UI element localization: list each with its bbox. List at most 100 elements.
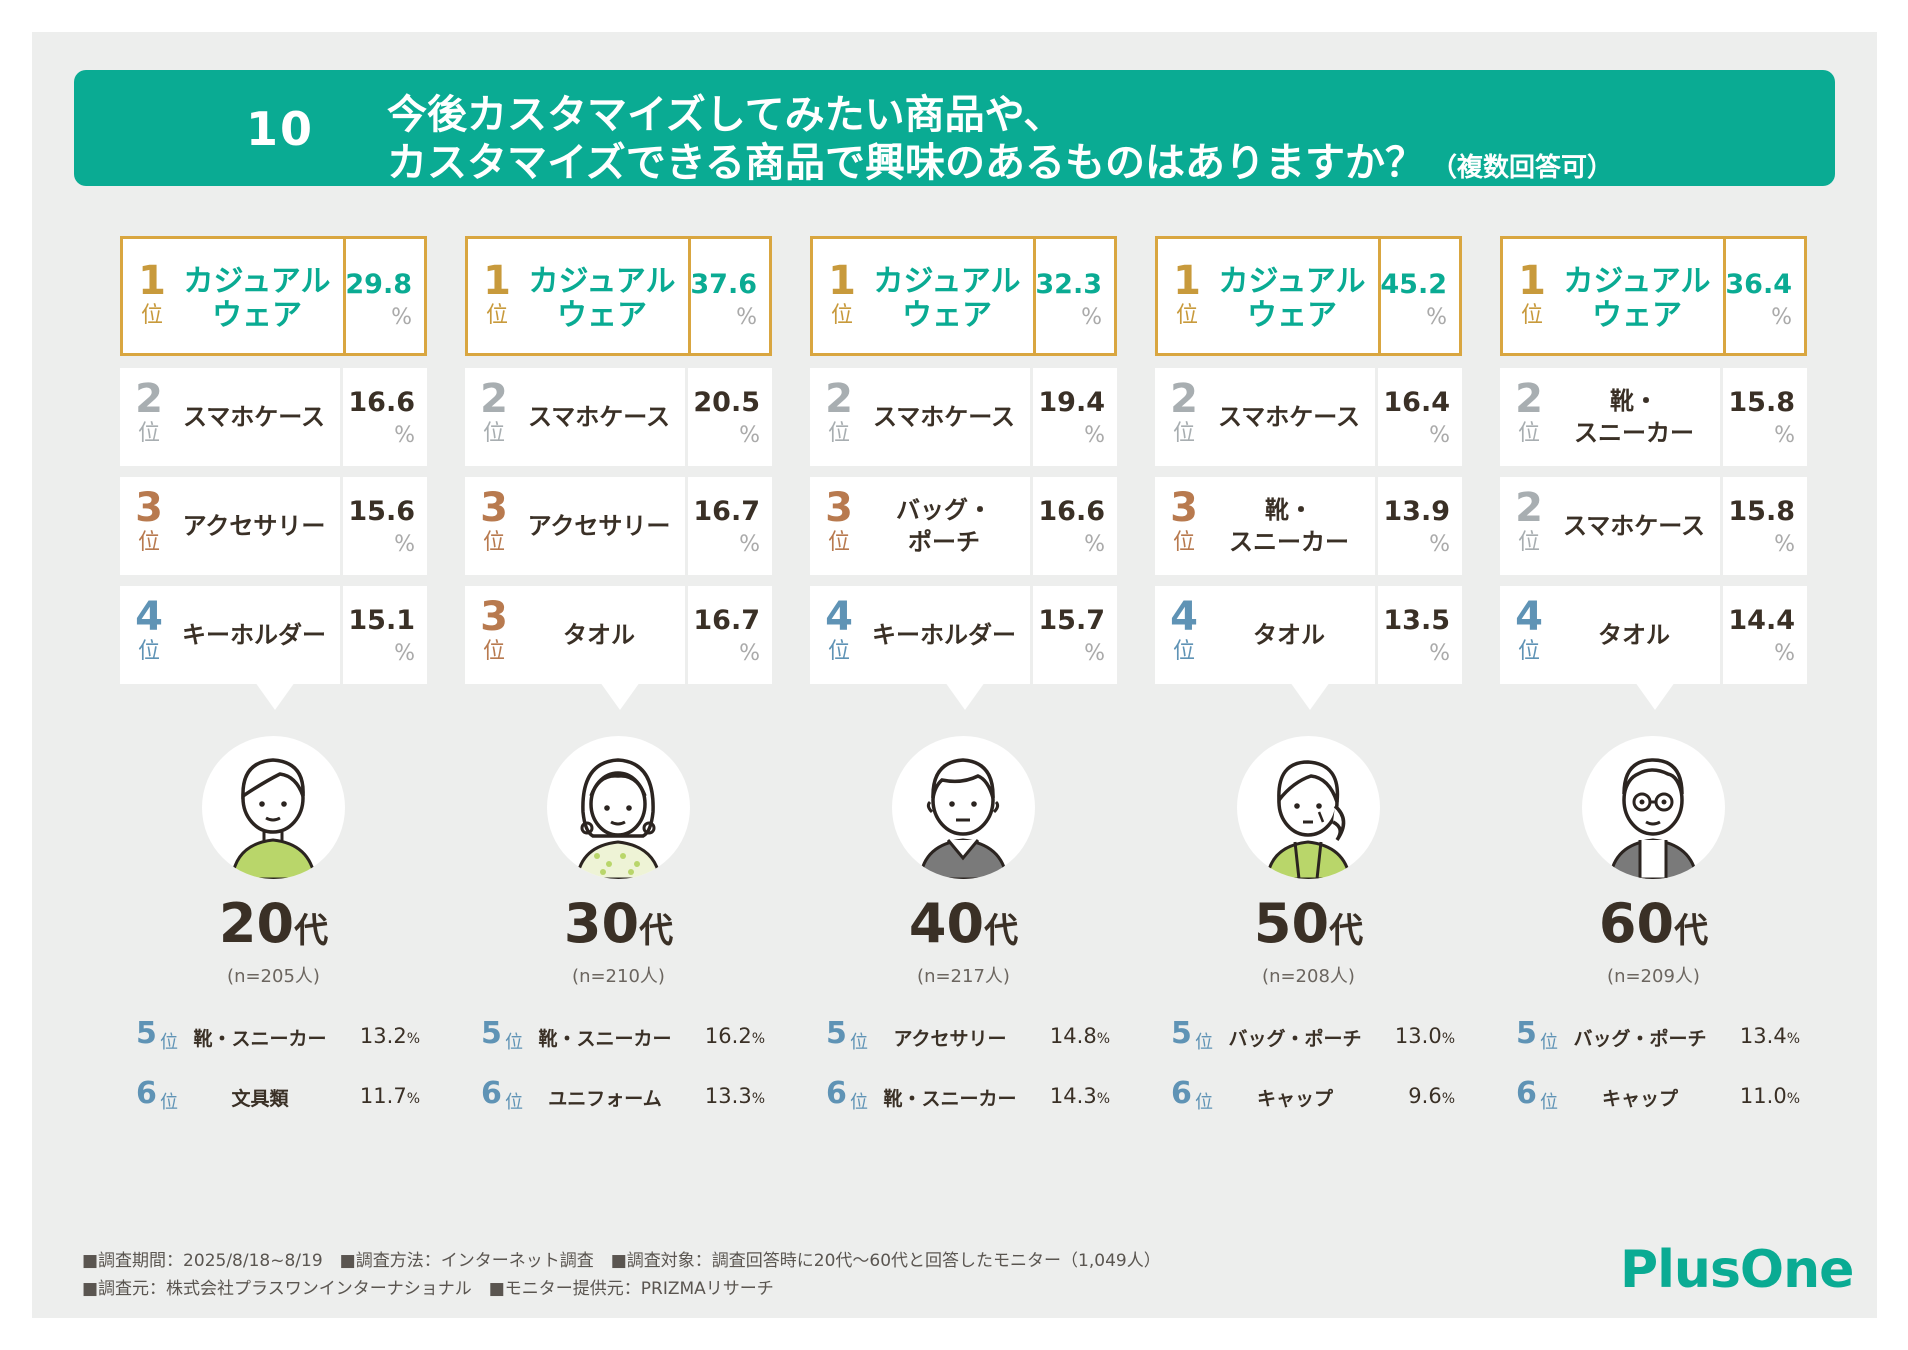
age-group-column-30: 1 位カジュアル ウェア 37.6% 2 位スマホケース 20.5% 3 位アクセサリー 16.… (465, 236, 772, 1136)
rank-suffix: 位 (827, 639, 850, 664)
speech-pointer (1635, 682, 1675, 710)
rank-number: 2 (135, 376, 163, 422)
item-label: スマホケース (527, 403, 671, 431)
item-label: 靴・スニーカー (883, 1088, 1017, 1110)
rank-number: 1 (1173, 258, 1201, 304)
extra-rank-item: 5 位 アクセサリー 14.8% (826, 1016, 1116, 1056)
percent-sign: % (1084, 532, 1105, 557)
speech-pointer (1290, 682, 1330, 710)
divider (340, 368, 343, 466)
rank-suffix: 位 (1175, 303, 1198, 328)
sample-size: (n=217人) (917, 966, 1010, 987)
rank-number: 1 (483, 258, 511, 304)
item-value: 16.6 (1038, 496, 1105, 527)
age-group-column-50: 1 位カジュアル ウェア 45.2% 2 位スマホケース 16.4% 3 位靴・ スニーカー 1… (1155, 236, 1462, 1136)
rank-item: 2 位スマホケース 20.5% (465, 368, 772, 466)
extra-rank-item: 5 位バッグ・ポーチ 13.4% (1516, 1016, 1806, 1056)
question-text-line2-main: カスタマイズできる商品で興味のあるものはありますか？ (387, 140, 1425, 186)
age-suffix: 代 (1329, 911, 1364, 951)
middle-aged-woman-icon (1237, 736, 1380, 879)
divider (340, 477, 343, 575)
divider (1033, 239, 1036, 353)
item-label: キャップ (1256, 1088, 1333, 1110)
older-man-with-glasses-icon (1582, 736, 1725, 879)
item-value: 13.2% (359, 1024, 420, 1048)
percent-sign: % (739, 423, 760, 448)
divider (1030, 477, 1033, 575)
rank-number: 4 (825, 594, 853, 640)
rank-number: 4 (135, 594, 163, 640)
rank-suffix: 位 (830, 303, 853, 328)
rank-number: 3 (480, 485, 508, 531)
rank-suffix: 位 (140, 303, 163, 328)
rank-number: 6 (1516, 1076, 1537, 1111)
rank-suffix: 位 (1172, 421, 1195, 446)
item-value: 14.3% (1049, 1084, 1110, 1108)
rank-suffix: 位 (505, 1032, 523, 1053)
sample-size: (n=210人) (572, 966, 665, 987)
rank-number: 5 (136, 1016, 157, 1051)
rank-suffix: 位 (1172, 639, 1195, 664)
item-value: 13.4% (1739, 1024, 1800, 1048)
rank-number: 5 (1171, 1016, 1192, 1051)
item-value: 36.4 (1725, 269, 1792, 300)
item-value: 11.0% (1739, 1084, 1800, 1108)
question-number: 10 (246, 102, 315, 156)
percent-sign: % (1429, 532, 1450, 557)
item-label: タオル (563, 621, 635, 649)
rank-number: 1 (828, 258, 856, 304)
rank-number: 4 (1515, 594, 1543, 640)
item-label: カジュアル ウェア (183, 264, 331, 333)
percent-sign: % (1774, 641, 1795, 666)
rank-number: 6 (826, 1076, 847, 1111)
item-value: 45.2 (1380, 269, 1447, 300)
item-label: アクセサリー (182, 512, 326, 540)
rank-item: 1 位カジュアル ウェア 37.6% (465, 236, 772, 356)
divider (343, 239, 346, 353)
rank-item: 3 位アクセサリー 16.7% (465, 477, 772, 575)
rank-suffix: 位 (482, 639, 505, 664)
age-group-label: 20代 (120, 892, 427, 955)
age-number: 40 (908, 892, 985, 955)
age-group-label: 30代 (465, 892, 772, 955)
item-value: 15.8 (1728, 496, 1795, 527)
sample-size: (n=209人) (1607, 966, 1700, 987)
divider (1720, 586, 1723, 684)
rank-item: 2 位スマホケース 15.8% (1500, 477, 1807, 575)
rank-suffix: 位 (827, 421, 850, 446)
rank-suffix: 位 (1520, 303, 1543, 328)
rank-number: 2 (825, 376, 853, 422)
rank-number: 5 (1516, 1016, 1537, 1051)
item-label: ユニフォーム (548, 1088, 662, 1110)
rank-number: 2 (1515, 376, 1543, 422)
extra-rank-item: 5 位バッグ・ポーチ 13.0% (1171, 1016, 1461, 1056)
divider (1378, 239, 1381, 353)
rank-suffix: 位 (505, 1092, 523, 1113)
rank-number: 6 (136, 1076, 157, 1111)
rank-item: 1 位カジュアル ウェア 36.4% (1500, 236, 1807, 356)
rank-suffix: 位 (1172, 530, 1195, 555)
sample-size: (n=208人) (1262, 966, 1355, 987)
item-label: バッグ・ポーチ (1228, 1028, 1362, 1050)
rank-item: 4 位キーホルダー 15.1% (120, 586, 427, 684)
divider (1720, 368, 1723, 466)
extra-rank-item: 6 位 キャップ 11.0% (1516, 1076, 1806, 1116)
rank-item: 3 位アクセサリー 15.6% (120, 477, 427, 575)
percent-sign: % (739, 532, 760, 557)
item-value: 14.8% (1049, 1024, 1110, 1048)
percent-sign: % (1774, 423, 1795, 448)
divider (1375, 368, 1378, 466)
age-group-label: 50代 (1155, 892, 1462, 955)
age-suffix: 代 (1674, 911, 1709, 951)
divider (1375, 477, 1378, 575)
item-label: バッグ・ ポーチ (896, 496, 992, 556)
young-man-icon (202, 736, 345, 879)
